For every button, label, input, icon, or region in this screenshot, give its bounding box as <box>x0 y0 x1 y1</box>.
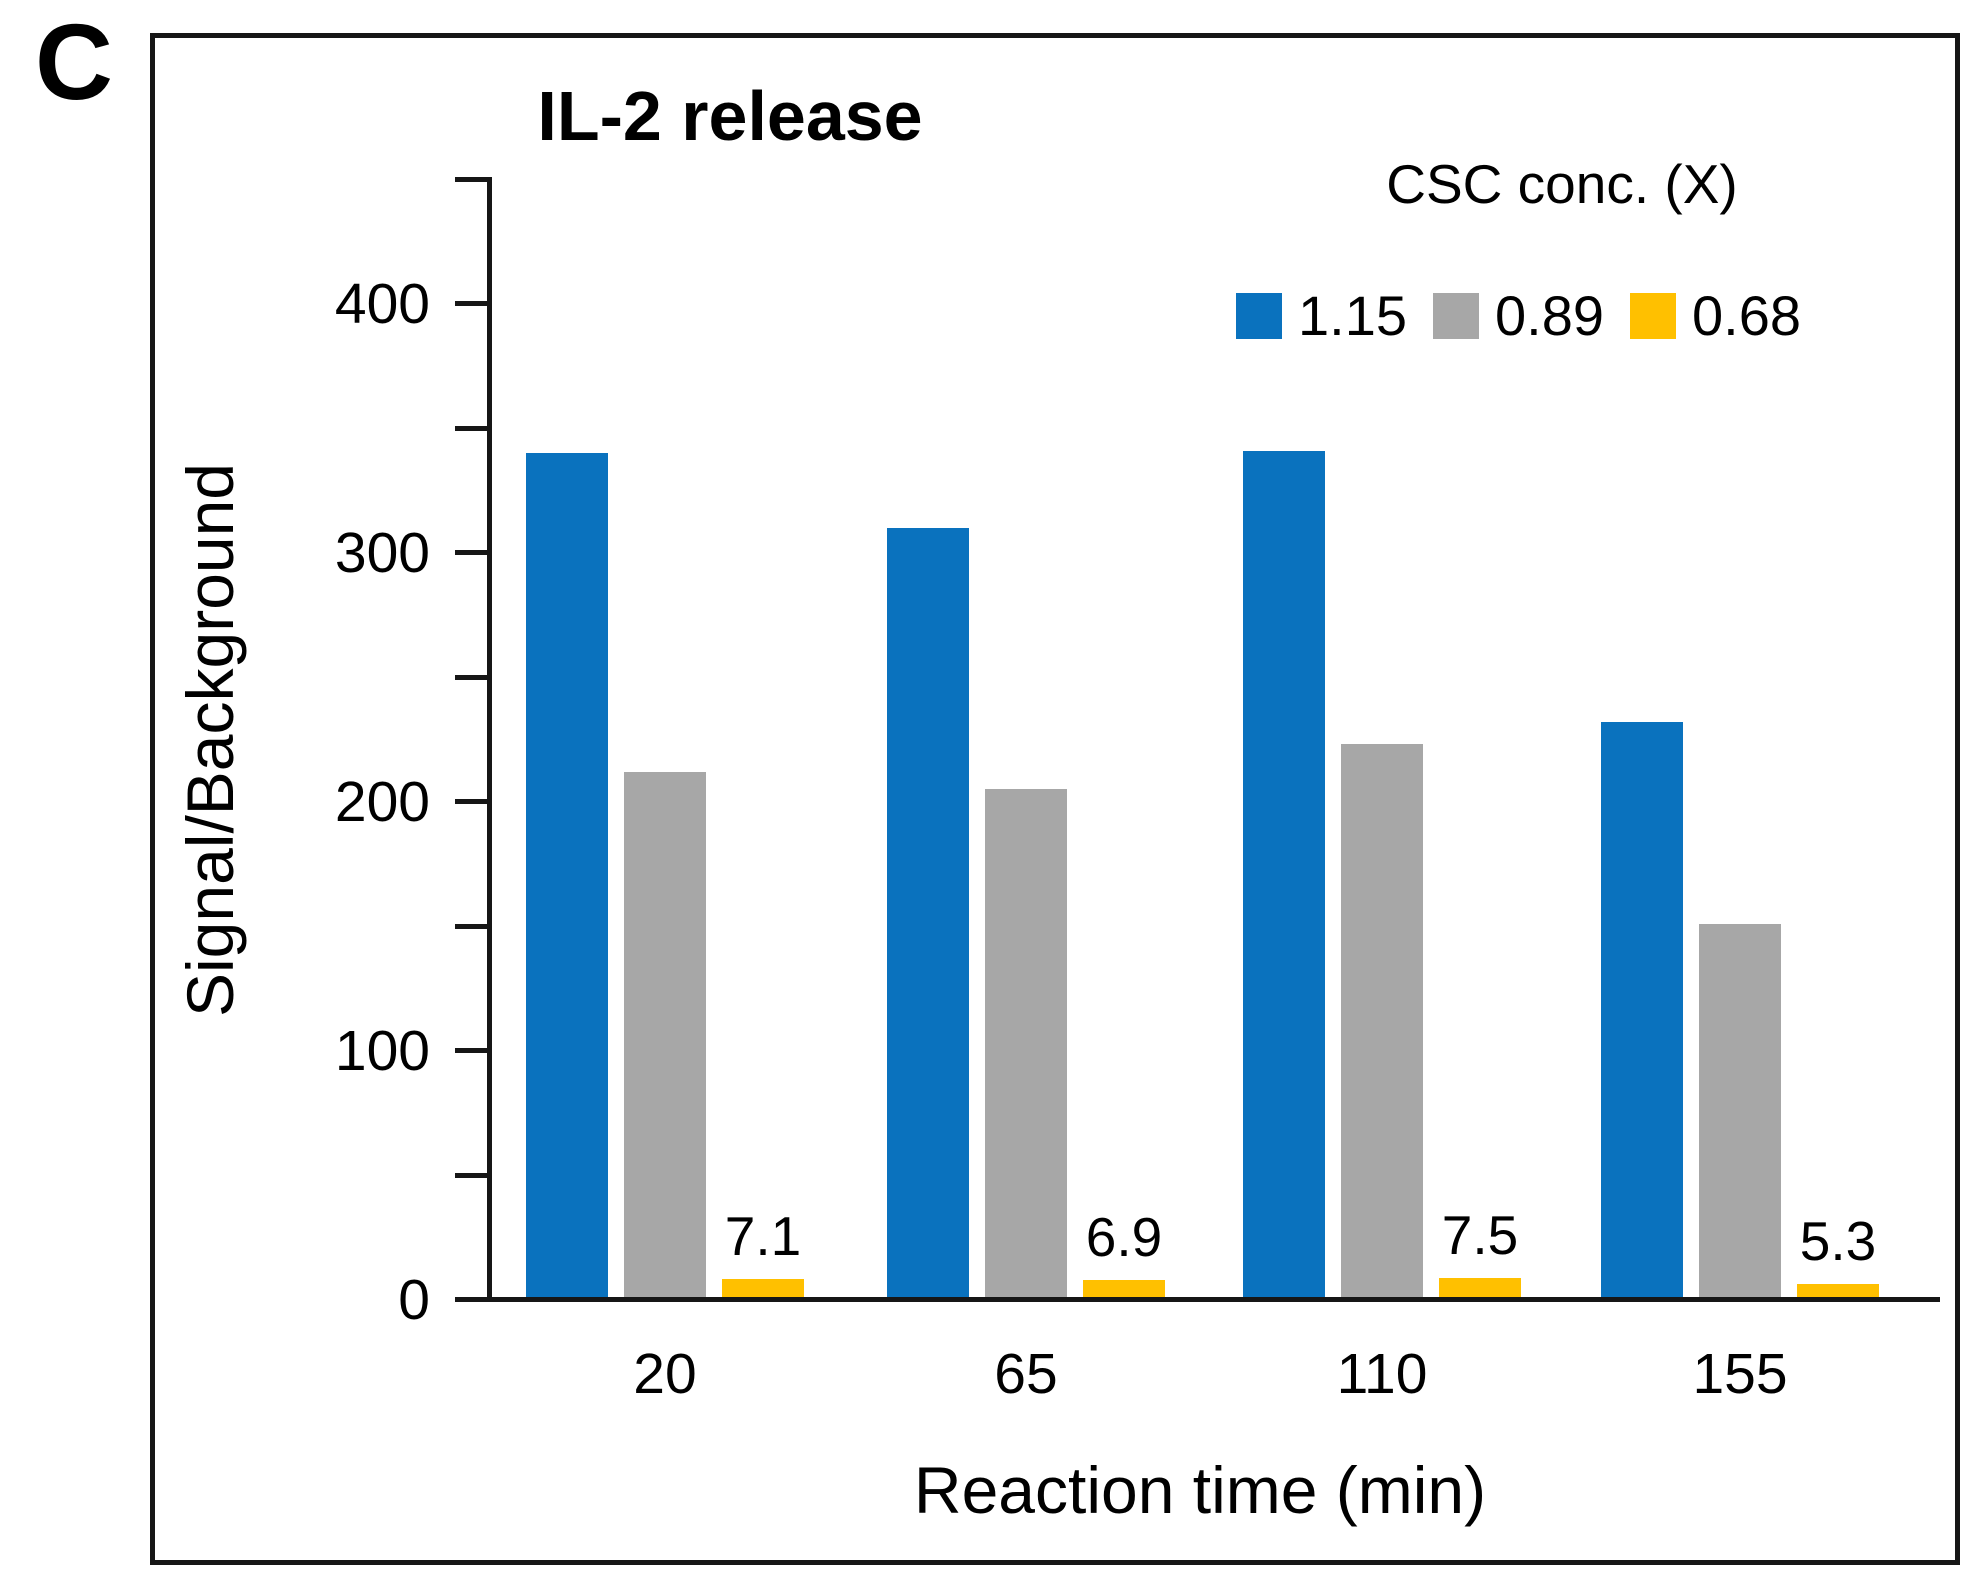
y-tick <box>455 923 487 929</box>
y-tick <box>455 1172 487 1178</box>
y-axis-line <box>487 177 492 1302</box>
legend: 1.15 0.89 0.68 <box>1236 288 1801 344</box>
legend-swatch-icon <box>1630 293 1676 339</box>
y-tick <box>455 799 487 805</box>
bar-0.68-110 <box>1439 1278 1521 1297</box>
legend-swatch-icon <box>1433 293 1479 339</box>
chart-title: IL-2 release <box>537 77 923 155</box>
legend-item-0.89: 0.89 <box>1433 288 1604 344</box>
bar-0.89-110 <box>1341 744 1423 1297</box>
bar-1.15-65 <box>887 528 969 1297</box>
legend-label: 0.68 <box>1692 284 1801 347</box>
y-tick <box>455 425 487 431</box>
x-category-label: 110 <box>1336 1342 1428 1406</box>
bar-1.15-20 <box>526 453 608 1297</box>
legend-label: 1.15 <box>1298 284 1407 347</box>
y-tick <box>455 1297 487 1302</box>
y-tick <box>455 550 487 556</box>
x-axis-line <box>487 1297 1940 1302</box>
bar-0.68-155 <box>1797 1284 1879 1297</box>
bar-0.89-65 <box>985 789 1067 1297</box>
bar-0.68-65 <box>1083 1280 1165 1297</box>
legend-swatch-icon <box>1236 293 1282 339</box>
y-tick <box>455 177 487 182</box>
y-tick <box>455 674 487 680</box>
bar-1.15-110 <box>1243 451 1325 1297</box>
bar-0.89-20 <box>624 772 706 1297</box>
bar-0.68-20 <box>722 1279 804 1297</box>
y-tick-label: 400 <box>334 272 430 337</box>
y-tick <box>455 301 487 307</box>
panel-label: C <box>35 1 113 122</box>
y-tick <box>455 1048 487 1054</box>
x-axis-title: Reaction time (min) <box>913 1453 1487 1527</box>
bar-value-label: 5.3 <box>1799 1210 1877 1272</box>
bar-value-label: 7.5 <box>1441 1204 1519 1266</box>
y-tick-label: 0 <box>398 1268 430 1332</box>
x-category-label: 65 <box>994 1342 1058 1406</box>
legend-item-0.68: 0.68 <box>1630 288 1801 344</box>
y-tick-label: 100 <box>334 1019 430 1084</box>
legend-item-1.15: 1.15 <box>1236 288 1407 344</box>
bar-0.89-155 <box>1699 924 1781 1297</box>
y-tick-label: 200 <box>334 770 430 835</box>
legend-label: 0.89 <box>1495 284 1604 347</box>
x-category-label: 155 <box>1692 1342 1788 1406</box>
bar-1.15-155 <box>1601 722 1683 1297</box>
legend-title: CSC conc. (X) <box>1386 153 1738 215</box>
bar-value-label: 6.9 <box>1085 1206 1163 1268</box>
bar-value-label: 7.1 <box>724 1205 802 1267</box>
y-tick-label: 300 <box>334 521 430 586</box>
x-category-label: 20 <box>633 1342 697 1406</box>
